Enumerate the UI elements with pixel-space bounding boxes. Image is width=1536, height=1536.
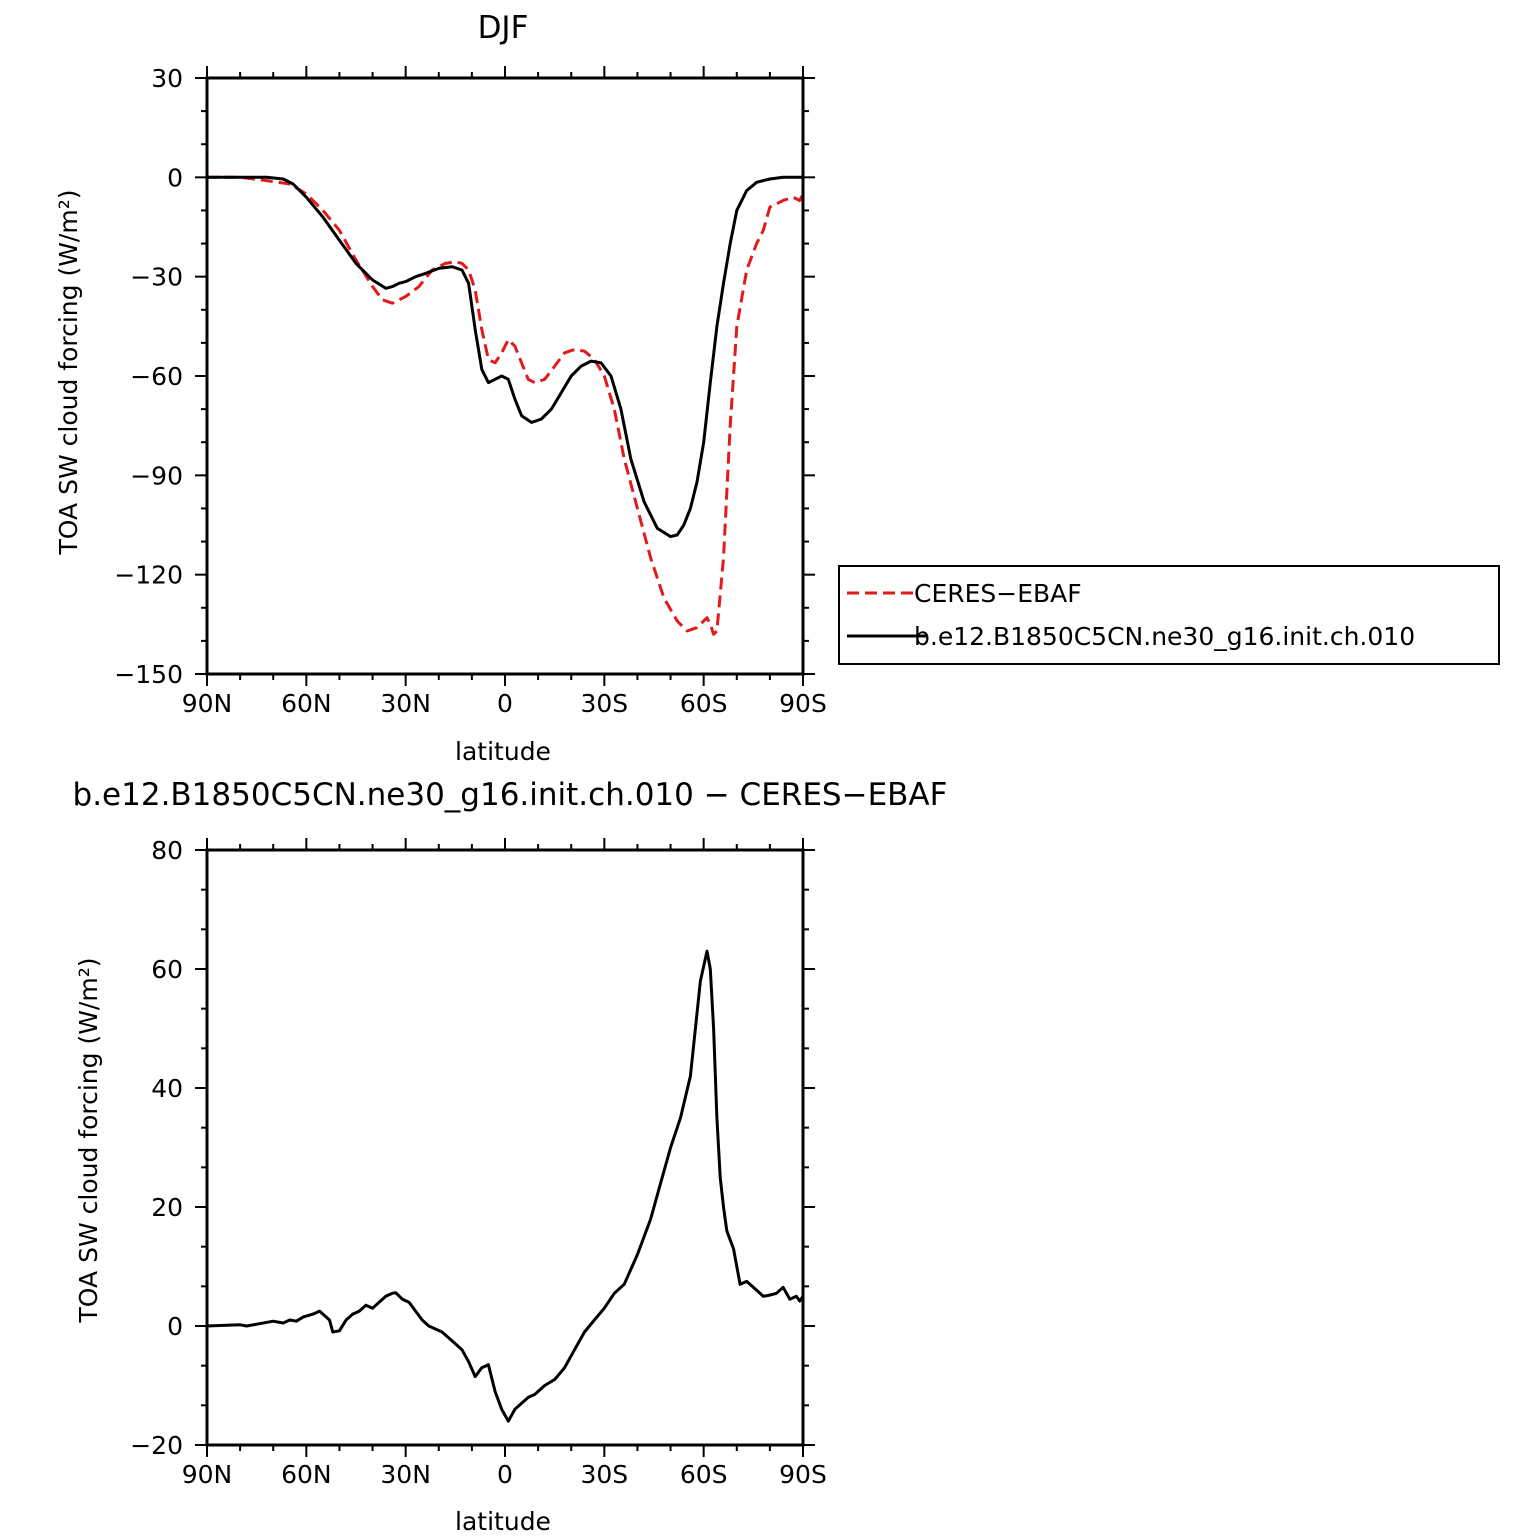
x-tick-label: 30S — [580, 689, 628, 718]
tick-labels: 90N 60N 30N 0 30S 60S 90S 80 60 40 20 0 −20 — [130, 836, 827, 1489]
y-axis-title: TOA SW cloud forcing (W/m²) — [54, 190, 83, 556]
x-tick-label: 90N — [182, 1460, 233, 1489]
x-tick-label: 60N — [281, 1460, 332, 1489]
y-tick-label: 80 — [151, 836, 183, 865]
y-axis-title: TOA SW cloud forcing (W/m²) — [74, 958, 103, 1324]
series-line-0 — [206, 949, 805, 1423]
y-tick-label: −120 — [114, 561, 183, 590]
y-tick-label: 40 — [151, 1074, 183, 1103]
y-tick-label: 0 — [167, 1312, 183, 1341]
x-tick-label: 0 — [497, 1460, 513, 1489]
plot-frame — [205, 848, 805, 1447]
legend: CERES−EBAF b.e12.B1850C5CN.ne30_g16.init… — [838, 565, 1500, 665]
plot-frame — [205, 76, 805, 676]
y-tick-label: −150 — [114, 660, 183, 689]
x-axis-title: latitude — [455, 737, 551, 766]
x-tick-label: 60S — [680, 1460, 728, 1489]
y-tick-label: 0 — [167, 163, 183, 192]
x-tick-label: 90N — [182, 689, 233, 718]
y-tick-label: 60 — [151, 955, 183, 984]
series-lines — [207, 175, 805, 636]
legend-label-model: b.e12.B1850C5CN.ne30_g16.init.ch.010 — [914, 622, 1415, 651]
series-line-1 — [207, 175, 803, 539]
series-lines — [206, 949, 805, 1423]
x-tick-label: 90S — [779, 1460, 827, 1489]
x-axis-title: latitude — [455, 1507, 551, 1536]
x-tick-label: 30N — [380, 1460, 431, 1489]
chart-title: b.e12.B1850C5CN.ne30_g16.init.ch.010 − C… — [73, 777, 948, 813]
ticks — [195, 838, 815, 1457]
y-tick-label: 20 — [151, 1193, 183, 1222]
x-tick-label: 60N — [281, 689, 332, 718]
legend-label-ceres: CERES−EBAF — [914, 579, 1082, 608]
chart-title: DJF — [478, 10, 529, 46]
y-tick-label: −30 — [130, 263, 183, 292]
y-tick-label: −60 — [130, 362, 183, 391]
x-tick-label: 60S — [680, 689, 728, 718]
y-tick-label: −90 — [130, 461, 183, 490]
legend-box — [838, 565, 1500, 665]
y-tick-label: 30 — [151, 64, 183, 93]
series-line-0 — [207, 175, 805, 636]
tick-labels: 90N 60N 30N 0 30S 60S 90S 30 0 −30 −60 −90 −120 −150 — [114, 64, 827, 718]
x-tick-label: 30N — [380, 689, 431, 718]
y-tick-label: −20 — [130, 1431, 183, 1460]
x-tick-label: 90S — [779, 689, 827, 718]
x-tick-label: 30S — [580, 1460, 628, 1489]
x-tick-label: 0 — [497, 689, 513, 718]
chart-djf: DJF TOA SW cloud forcing (W/m²) latitude… — [54, 10, 827, 766]
chart-difference: b.e12.B1850C5CN.ne30_g16.init.ch.010 − C… — [73, 777, 948, 1536]
